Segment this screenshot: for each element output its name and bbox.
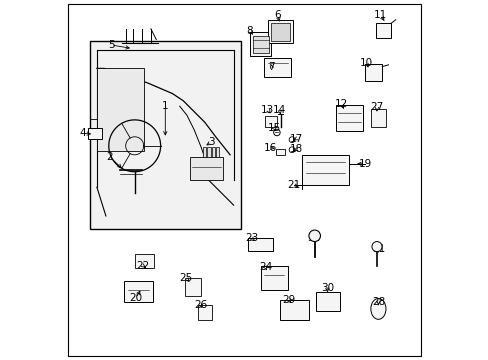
Text: 18: 18 (289, 144, 303, 154)
Text: 13: 13 (261, 105, 274, 115)
Text: 2: 2 (106, 152, 113, 162)
Ellipse shape (370, 298, 385, 319)
Bar (88, 128, 102, 139)
Text: 25: 25 (179, 273, 192, 283)
Bar (260, 266, 287, 290)
Text: 4: 4 (80, 128, 86, 138)
Bar (203, 147, 206, 157)
Text: 28: 28 (371, 297, 384, 307)
Text: 12: 12 (334, 99, 347, 109)
Text: 21: 21 (287, 180, 300, 190)
Circle shape (371, 242, 381, 252)
Bar (316, 292, 339, 311)
Bar (247, 238, 273, 251)
Bar (252, 36, 268, 53)
Text: 14: 14 (273, 105, 286, 115)
Bar (123, 281, 152, 302)
Bar (279, 300, 309, 320)
Bar (370, 109, 386, 127)
Text: 22: 22 (136, 261, 149, 271)
Bar (97, 68, 143, 151)
Text: 30: 30 (320, 283, 333, 293)
Bar (265, 116, 276, 127)
Text: 17: 17 (289, 134, 303, 144)
Bar (185, 278, 201, 296)
Bar (267, 20, 292, 43)
Bar (275, 149, 285, 155)
Bar (216, 147, 219, 157)
Text: 24: 24 (258, 262, 271, 272)
Bar (375, 23, 390, 38)
Text: 7: 7 (267, 62, 274, 72)
Bar (211, 147, 215, 157)
Text: 5: 5 (108, 40, 114, 50)
Text: 1: 1 (162, 101, 168, 111)
Bar (207, 147, 210, 157)
Text: 19: 19 (358, 159, 371, 169)
Bar (302, 155, 348, 185)
Bar (134, 254, 154, 268)
Text: 8: 8 (246, 26, 253, 36)
Text: 6: 6 (274, 10, 281, 20)
Bar (336, 105, 363, 131)
Bar (249, 32, 271, 56)
Text: 11: 11 (373, 10, 386, 20)
Bar (198, 305, 212, 320)
Text: 26: 26 (194, 300, 207, 310)
Text: 9: 9 (256, 43, 263, 53)
Circle shape (308, 230, 320, 242)
Bar (264, 58, 291, 77)
Text: 32: 32 (306, 233, 320, 243)
Text: 29: 29 (281, 294, 294, 305)
Text: 31: 31 (371, 244, 384, 254)
Bar (190, 157, 223, 180)
Text: 16: 16 (263, 143, 277, 153)
Text: 10: 10 (359, 58, 372, 68)
Text: 27: 27 (369, 102, 383, 112)
Text: 15: 15 (267, 123, 280, 133)
Bar (365, 64, 382, 81)
Text: 3: 3 (207, 137, 214, 147)
Bar (270, 23, 289, 41)
Text: 20: 20 (129, 293, 142, 303)
Bar (89, 41, 241, 229)
Text: 23: 23 (244, 233, 258, 243)
